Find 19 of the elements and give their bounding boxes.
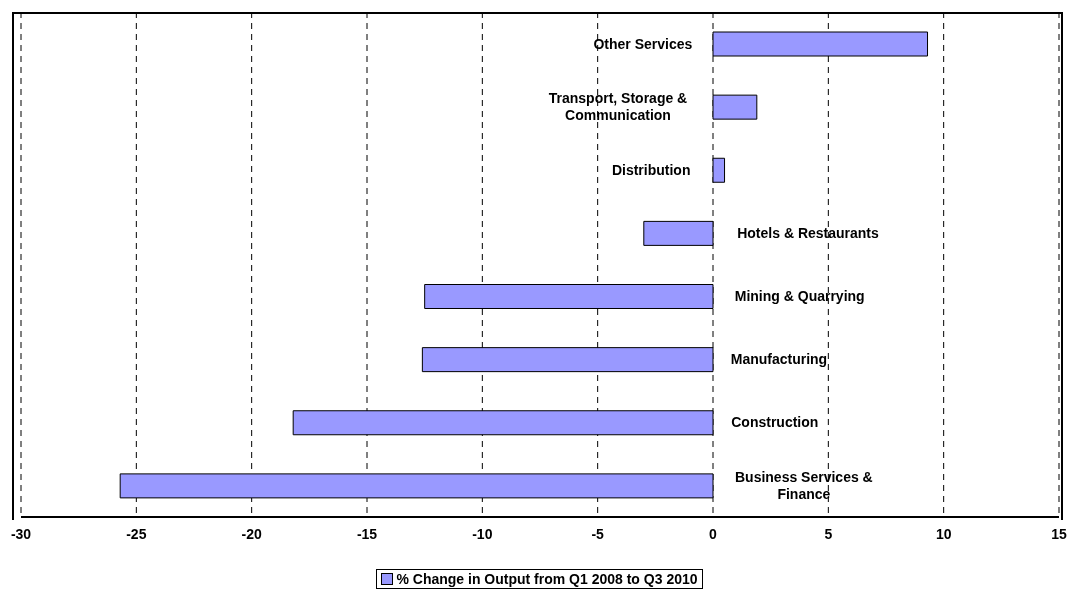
y-tick-label: Distribution [611,161,691,178]
x-tick-label: -20 [241,525,262,542]
x-tick-label: 5 [824,525,833,542]
x-tick-label: -25 [126,525,147,542]
y-tick-label: Other Services [593,35,693,52]
x-tick-label: 10 [935,525,952,542]
y-tick-label: Transport, Storage & Communication [548,90,688,124]
x-tick-label: -5 [591,525,605,542]
y-tick-label: Business Services & Finance [734,468,873,502]
y-tick-label: Construction [731,414,819,431]
y-tick-label: Mining & Quarrying [734,288,865,305]
y-tick-label: Hotels & Restaurants [737,224,880,241]
x-tick-label: -10 [472,525,493,542]
x-tick-label: 15 [1051,525,1067,542]
x-tick-label: -30 [10,525,32,542]
legend-label: % Change in Output from Q1 2008 to Q3 2010 [396,571,698,587]
x-tick-label: -15 [356,525,378,542]
x-tick-label: 0 [709,525,718,542]
y-tick-label: Manufacturing [730,351,828,368]
